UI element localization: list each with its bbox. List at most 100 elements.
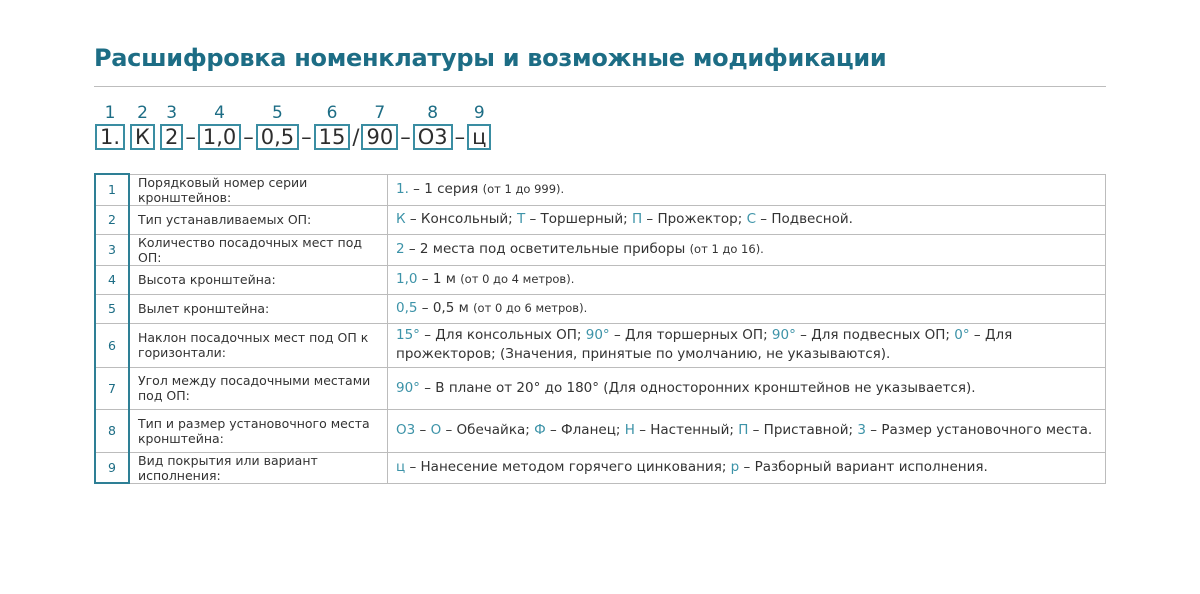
row-number: 9	[94, 451, 130, 484]
row-value: 1. – 1 серия (от 1 до 999).	[387, 173, 1106, 206]
value-text: –	[415, 422, 431, 438]
value-code: 2	[396, 241, 405, 257]
value-text: – 0,5 м	[417, 300, 474, 316]
row-number: 7	[94, 366, 130, 410]
row-number: 6	[94, 322, 130, 368]
value-text: – Торшерный;	[525, 211, 632, 227]
value-text: – 2 места под осветительные приборы	[404, 241, 690, 257]
code-part-number: 4	[214, 103, 225, 123]
value-text: – Фланец;	[545, 422, 625, 438]
row-value: К – Консольный; Т – Торшерный; П – Проже…	[387, 204, 1106, 235]
code-part-number: 3	[166, 103, 178, 123]
value-note: (от 1 до 16).	[689, 242, 764, 256]
nomenclature-code: 1 1. 2 К 3 2–4 1,0–5 0,5–6 15/7 90–8 О3–9 ц	[95, 102, 496, 150]
row-label: Вылет кронштейна:	[128, 293, 388, 324]
code-part-value: 2	[159, 124, 184, 150]
code-separator: –	[301, 125, 312, 149]
value-code: С	[746, 211, 757, 227]
code-part: 8 О3	[412, 102, 453, 150]
code-part-value: 1.	[95, 124, 126, 150]
value-code: Т	[516, 211, 526, 227]
code-part: 7 90	[361, 102, 399, 150]
row-number: 5	[94, 293, 130, 324]
value-text: – Для подвесных ОП;	[795, 327, 955, 343]
code-separator: /	[352, 125, 360, 149]
value-text: – Для торшерных ОП;	[609, 327, 772, 343]
value-code: К	[396, 211, 406, 227]
row-value: 2 – 2 места под осветительные приборы (о…	[387, 233, 1106, 266]
code-separator: –	[454, 125, 466, 149]
row-number: 8	[94, 408, 130, 453]
row-label: Наклон посадочных мест под ОП к горизонт…	[128, 322, 388, 368]
row-value: 1,0 – 1 м (от 0 до 4 метров).	[387, 264, 1106, 295]
code-part-number: 9	[473, 103, 485, 123]
table-row: 5 Вылет кронштейна: 0,5 – 0,5 м (от 0 до 6…	[94, 293, 1106, 324]
table-row: 7 Угол между посадочными местами под ОП: 9…	[94, 366, 1106, 410]
value-code: О3	[396, 422, 416, 438]
row-number: 2	[94, 204, 130, 235]
value-code: р	[730, 459, 740, 475]
row-label: Количество посадочных мест под ОП:	[128, 233, 388, 266]
value-code: 1,0	[396, 271, 418, 287]
code-part-value: 0,5	[255, 124, 300, 150]
value-code: 90°	[771, 327, 796, 343]
code-part-number: 5	[272, 103, 283, 123]
value-text: – Для прожекторов; (Значения, принятые п…	[396, 327, 1013, 362]
row-value: ц – Нанесение методом горячего цинковани…	[387, 451, 1106, 484]
code-part-number: 2	[137, 103, 148, 123]
code-part-number: 1	[104, 103, 116, 123]
code-part-value: К	[130, 124, 155, 150]
row-label: Высота кронштейна:	[128, 264, 388, 295]
table-row: 2 Тип устанавливаемых ОП: К – Консольный; …	[94, 204, 1106, 235]
value-text: – Приставной;	[748, 422, 858, 438]
row-number: 1	[94, 173, 130, 206]
value-note: (от 0 до 4 метров).	[460, 272, 575, 286]
value-text: – Подвесной.	[756, 211, 853, 227]
value-code: О	[430, 422, 442, 438]
code-part: 4 1,0	[197, 102, 242, 150]
row-value: 15° – Для консольных ОП; 90° – Для торше…	[387, 322, 1106, 368]
value-code: 1.	[396, 181, 409, 197]
row-number: 3	[94, 233, 130, 266]
value-code: П	[631, 211, 643, 227]
value-text: – Нанесение методом горячего цинкования;	[405, 459, 731, 475]
row-label: Тип устанавливаемых ОП:	[128, 204, 388, 235]
row-label: Порядковый номер серии кронштейнов:	[128, 173, 388, 206]
nomenclature-table: 1 Порядковый номер серии кронштейнов: 1. –…	[94, 173, 1106, 484]
value-note: (от 0 до 6 метров).	[473, 301, 588, 315]
value-code: 15°	[396, 327, 420, 343]
value-text: – Настенный;	[634, 422, 739, 438]
value-text: – Для консольных ОП;	[419, 327, 586, 343]
code-part-value: О3	[412, 124, 453, 150]
table-row: 6 Наклон посадочных мест под ОП к горизон…	[94, 322, 1106, 368]
code-part-value: ц	[467, 124, 492, 150]
row-value: О3 – О – Обечайка; Ф – Фланец; Н – Насте…	[387, 408, 1106, 453]
code-part-value: 15	[313, 124, 351, 150]
value-code: Н	[624, 422, 635, 438]
value-text: – Размер установочного места.	[865, 422, 1093, 438]
code-separator: –	[185, 125, 196, 149]
code-part-value: 90	[361, 124, 399, 150]
value-text: – В плане от 20° до 180° (Для односторон…	[419, 379, 976, 396]
value-code: 0°	[954, 327, 970, 343]
value-code: ц	[396, 459, 406, 475]
value-code: 3	[857, 422, 866, 438]
code-part: 1 1.	[95, 102, 126, 150]
value-code: П	[738, 422, 749, 438]
value-text: – Прожектор;	[642, 211, 747, 227]
value-text: – Разборный вариант исполнения.	[739, 459, 988, 475]
code-separator: –	[400, 125, 411, 149]
row-value: 0,5 – 0,5 м (от 0 до 6 метров).	[387, 293, 1106, 324]
value-code: 0,5	[396, 300, 418, 316]
code-part-value: 1,0	[197, 124, 242, 150]
table-row: 3 Количество посадочных мест под ОП: 2 – 2…	[94, 233, 1106, 266]
title-divider	[94, 86, 1106, 87]
code-part-number: 7	[374, 103, 386, 123]
code-separator: –	[243, 125, 254, 149]
value-code: Ф	[534, 422, 546, 438]
row-label: Вид покрытия или вариант исполнения:	[128, 451, 388, 484]
value-note: (от 1 до 999).	[482, 182, 565, 196]
